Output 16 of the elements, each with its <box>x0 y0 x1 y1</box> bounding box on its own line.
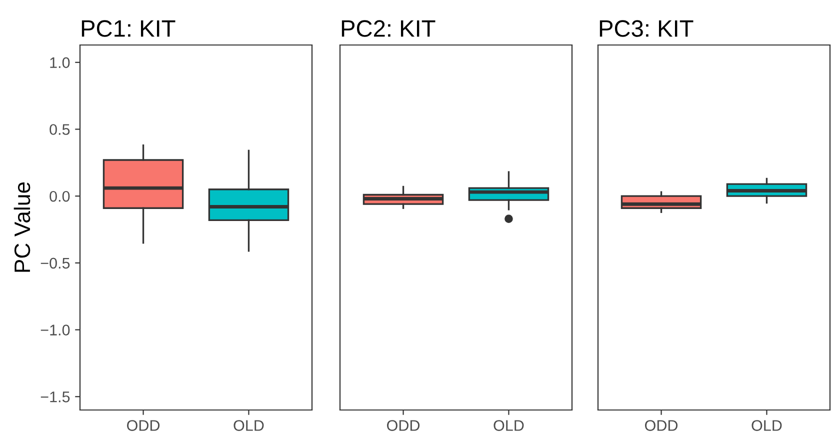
y-tick-label: 1.0 <box>50 57 70 68</box>
chart-title: PC1: KIT <box>82 20 176 37</box>
y-tick-label: 0.5 <box>50 124 70 135</box>
y-tick-label: −1.5 <box>40 392 70 402</box>
y-axis-title: PC Value <box>14 182 30 272</box>
chart-title: PC3: KIT <box>600 20 694 37</box>
x-tick-label: OLD <box>494 420 524 431</box>
x-tick-label: ODD <box>645 420 678 431</box>
y-tick-label: −1.0 <box>40 324 70 336</box>
x-tick-label: ODD <box>127 420 160 431</box>
x-tick-label: OLD <box>752 420 782 431</box>
y-tick-label: 0.0 <box>50 190 70 202</box>
x-tick-label: ODD <box>387 420 420 431</box>
chart-title: PC2: KIT <box>342 20 436 37</box>
y-tick-label: −0.5 <box>40 258 70 269</box>
x-tick-label: OLD <box>234 420 264 431</box>
